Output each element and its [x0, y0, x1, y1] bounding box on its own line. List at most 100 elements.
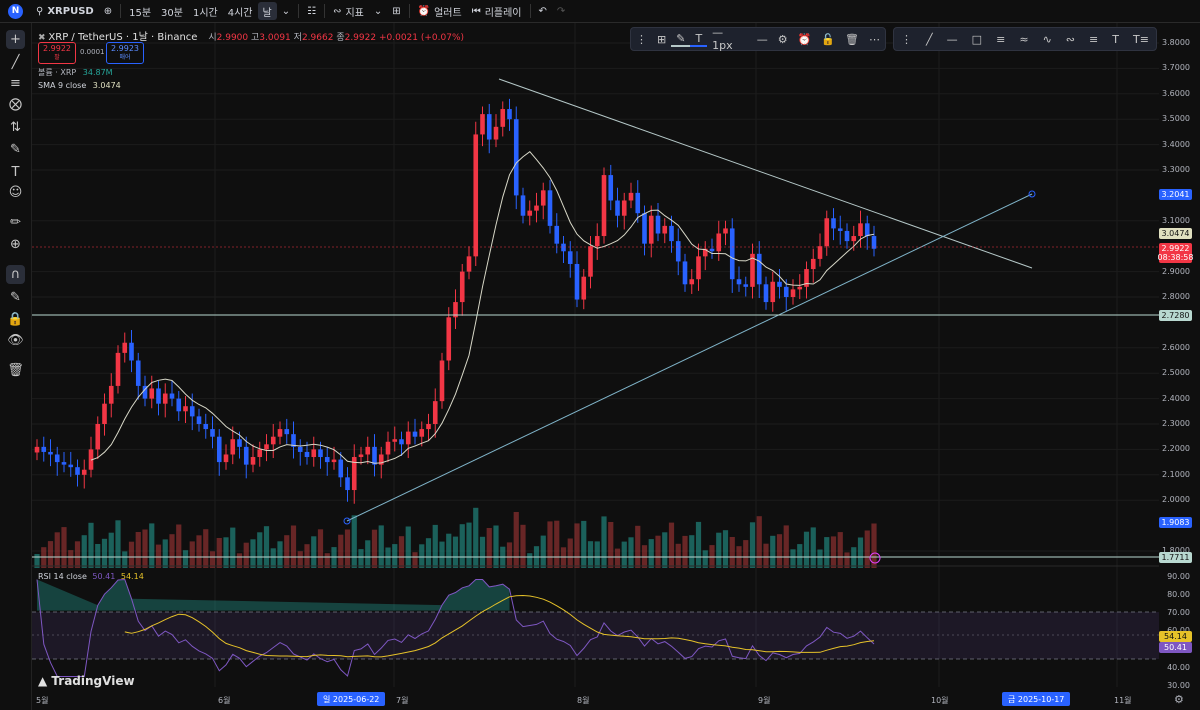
interval-4h[interactable]: 4시간 [227, 7, 253, 19]
text-color-icon[interactable]: T [690, 32, 708, 47]
sma-price-label: 3.0474 [1159, 228, 1192, 239]
delete-icon[interactable]: 🗑 [845, 32, 859, 46]
chart-type-button[interactable]: ☷ [302, 0, 321, 22]
redo-button[interactable]: ↷ [552, 0, 570, 22]
drag-handle-icon[interactable]: ⋮ [636, 32, 647, 46]
horizontal-line-label[interactable]: 2.7280 [1159, 310, 1192, 321]
lock-icon[interactable]: 🔒 [7, 312, 24, 327]
candle-body [297, 446, 303, 452]
interval-dropdown[interactable]: ⌄ [277, 0, 295, 22]
more-icon[interactable]: ⋯ [869, 32, 880, 46]
interval-30m[interactable]: 30분 [161, 7, 183, 19]
volume-bar [554, 520, 560, 568]
time-axis[interactable]: 5월 6월 일 2025-06-22 7월 8월 9월 10월 금 2025-1… [32, 690, 1159, 710]
range-end-label[interactable]: 금 2025-10-17 [1002, 692, 1071, 706]
fib-icon[interactable]: ≡ [996, 32, 1006, 46]
lower-level-label[interactable]: 1.9083 [1159, 517, 1192, 528]
candle-body [399, 439, 404, 445]
candle-body [864, 223, 870, 237]
line-color-icon[interactable]: ✎ [671, 32, 691, 47]
ruler-tool-icon[interactable]: ✏ [10, 215, 21, 230]
range-start-label[interactable]: 일 2025-06-22 [317, 692, 386, 706]
compare-symbol-button[interactable]: ⊕ [99, 0, 117, 22]
settings-gear-icon[interactable]: ⚙ [1174, 693, 1184, 706]
app-logo[interactable]: N [8, 3, 23, 19]
drag-handle-icon[interactable]: ⋮ [901, 32, 912, 46]
close-label: 종 [336, 33, 345, 43]
price-chart[interactable] [32, 23, 1159, 687]
bottom-line-label[interactable]: 1.7711 [1159, 552, 1192, 563]
path-icon[interactable]: ∿ [1042, 32, 1052, 46]
time-label-aug: 8월 [577, 696, 590, 705]
alert-icon[interactable]: ⏰ [797, 32, 812, 46]
candle-body [851, 236, 857, 242]
settings-icon[interactable]: ⚙ [777, 32, 788, 46]
last-price-value: 2.9922 [1161, 244, 1190, 253]
zoom-in-icon[interactable]: ⊕ [10, 237, 21, 252]
interval-1d[interactable]: 날 [257, 2, 277, 20]
candle-body [392, 439, 398, 442]
symbol-search[interactable]: ⚲ XRPUSD [31, 0, 99, 22]
volume-bar [189, 541, 195, 568]
price-tick: 3.3000 [1162, 165, 1190, 174]
elliott-icon[interactable]: ∾ [1065, 32, 1076, 46]
line-width-button[interactable]: — 1px [712, 26, 733, 52]
brush-tool-icon[interactable]: ✎ [10, 142, 21, 157]
drawing-mode-icon[interactable]: ✎ [10, 290, 21, 305]
separator [529, 4, 531, 18]
text-tool-icon[interactable]: T [11, 165, 20, 180]
line-style-icon[interactable]: — [756, 32, 768, 46]
separator [408, 4, 410, 18]
rectangle-icon[interactable]: □ [971, 32, 983, 46]
trendline-tool-icon[interactable]: ╱ [11, 55, 20, 70]
separator [120, 4, 122, 18]
volume-bar [338, 534, 344, 568]
crosshair-tool-icon[interactable]: + [6, 30, 25, 49]
volume-bar [311, 536, 317, 568]
trash-icon[interactable]: 🗑 [7, 363, 24, 378]
magnet-icon[interactable]: ∩ [6, 265, 25, 284]
alert-button[interactable]: ⏰ 얼러트 [413, 0, 467, 22]
candle-body [34, 446, 40, 453]
text-icon[interactable]: T [1112, 32, 1119, 46]
buy-button[interactable]: 2.9923 매어 [106, 42, 144, 64]
ranges-icon[interactable]: ≡ [1089, 32, 1099, 46]
ray-icon[interactable]: — [946, 32, 958, 46]
interval-15m[interactable]: 15분 [129, 7, 152, 19]
candle-body [183, 406, 188, 412]
replay-button[interactable]: ⏮ 리플레이 [467, 0, 527, 22]
emoji-tool-icon[interactable]: ☺ [8, 185, 23, 200]
volume-bar [209, 551, 216, 568]
candle-body [581, 276, 587, 300]
trendline-icon[interactable]: ╱ [926, 32, 933, 46]
interval-1h[interactable]: 1시간 [192, 7, 218, 19]
volume-bar [135, 532, 141, 568]
price-axis[interactable]: 3.8000 3.7000 3.6000 3.5000 3.4000 3.300… [1159, 23, 1200, 690]
volume-bar [830, 536, 837, 568]
xrp-logo-icon: ✖ [38, 33, 46, 43]
candle-body [176, 398, 182, 412]
volume-bar [756, 516, 762, 568]
note-icon[interactable]: T≡ [1133, 32, 1149, 46]
undo-button[interactable]: ↶ [534, 0, 552, 22]
volume-bar [527, 553, 533, 568]
template-icon[interactable]: ⊞ [657, 32, 667, 46]
pair-label[interactable]: XRP / TetherUS · 1날 · Binance [48, 32, 198, 43]
volume-bar [648, 539, 654, 568]
candle-body [324, 457, 330, 463]
alert-level-label[interactable]: 3.2041 [1159, 189, 1192, 200]
pitchfork-icon[interactable]: ≈ [1019, 32, 1029, 46]
candle-body [453, 302, 458, 318]
layouts-button[interactable]: ⊞ [387, 0, 405, 22]
eye-icon[interactable]: 👁 [7, 333, 24, 348]
volume-bar [61, 527, 67, 568]
lock-icon[interactable]: 🔓 [821, 32, 836, 46]
volume-bar [385, 547, 391, 568]
pattern-tool-icon[interactable]: ⨂ [9, 97, 22, 112]
sell-button[interactable]: 2.9922 팔 [38, 42, 76, 64]
indicator-templates-button[interactable]: ⌄ [369, 0, 387, 22]
fib-tool-icon[interactable]: ≡ [10, 76, 21, 91]
indicators-button[interactable]: ∾ 지표 [328, 0, 369, 22]
candle-body [480, 114, 485, 135]
projection-tool-icon[interactable]: ⇅ [10, 120, 21, 135]
